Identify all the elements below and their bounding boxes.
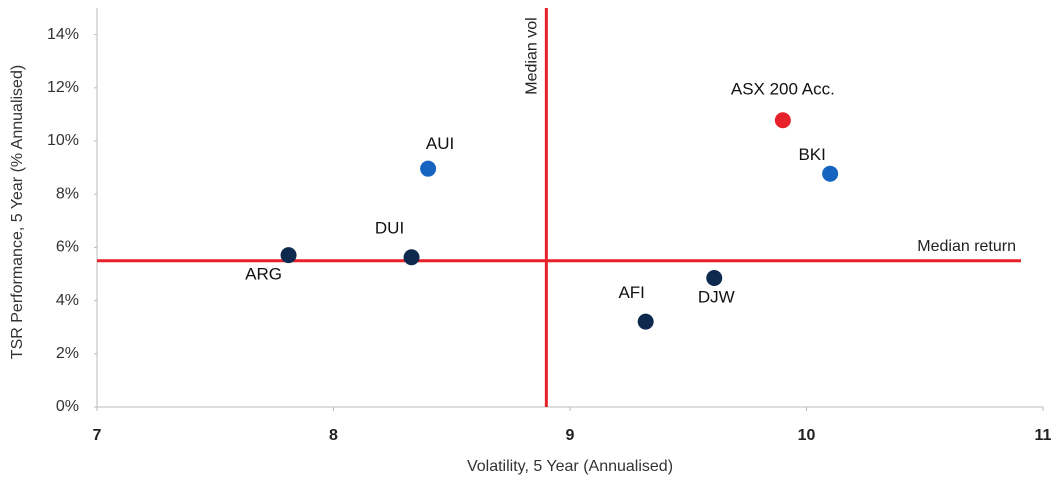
y-tick-label: 10% — [47, 132, 79, 149]
y-tick-label: 4% — [56, 292, 79, 309]
y-tick-label: 6% — [56, 239, 79, 256]
point — [403, 249, 420, 266]
reference-label: Median vol — [524, 17, 541, 94]
y-tick-label: 0% — [56, 398, 79, 415]
x-tick-label: 8 — [329, 427, 338, 444]
x-tick-label: 11 — [1035, 427, 1052, 444]
point — [280, 247, 297, 264]
point-label: ASX 200 Acc. — [731, 80, 835, 99]
point-label: AUI — [426, 134, 454, 153]
x-axis-title: Volatility, 5 Year (Annualised) — [467, 458, 673, 475]
y-tick-label: 2% — [56, 345, 79, 362]
point — [637, 313, 654, 330]
point-label: DUI — [375, 219, 404, 238]
y-axis-title: TSR Performance, 5 Year (% Annualised) — [9, 65, 26, 359]
point-label: ARG — [245, 265, 282, 284]
point — [706, 269, 723, 286]
y-tick-label: 12% — [47, 79, 79, 96]
x-tick-label: 10 — [798, 427, 816, 444]
x-tick-label: 9 — [566, 427, 575, 444]
y-tick-label: 8% — [56, 185, 79, 202]
reference-label: Median return — [917, 238, 1016, 255]
x-tick-label: 7 — [93, 427, 102, 444]
point-label: DJW — [698, 287, 735, 306]
point — [822, 165, 839, 182]
y-tick-label: 14% — [47, 26, 79, 43]
point — [420, 160, 437, 177]
point-label: BKI — [798, 145, 825, 164]
point — [774, 112, 791, 129]
point-label: AFI — [618, 283, 644, 302]
